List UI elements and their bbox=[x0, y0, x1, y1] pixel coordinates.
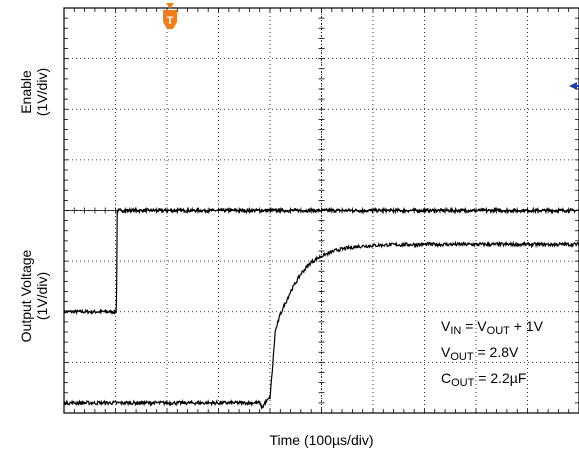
enable-trace bbox=[63, 206, 579, 316]
vout-annotation: VOUT = 2.8V bbox=[441, 344, 519, 363]
enable-axis-label: Enable (1V/div) bbox=[18, 67, 50, 117]
cout-annotation: COUT = 2.2µF bbox=[441, 370, 527, 389]
output-voltage-trace bbox=[63, 240, 579, 410]
output-voltage-axis-label: Output Voltage (1V/div) bbox=[18, 249, 50, 343]
x-axis-label: Time (100µs/div) bbox=[269, 432, 374, 448]
vin-annotation: VIN = VOUT + 1V bbox=[441, 318, 543, 337]
trigger-marker-icon: T bbox=[163, 3, 177, 29]
trigger-label: T bbox=[167, 15, 174, 27]
